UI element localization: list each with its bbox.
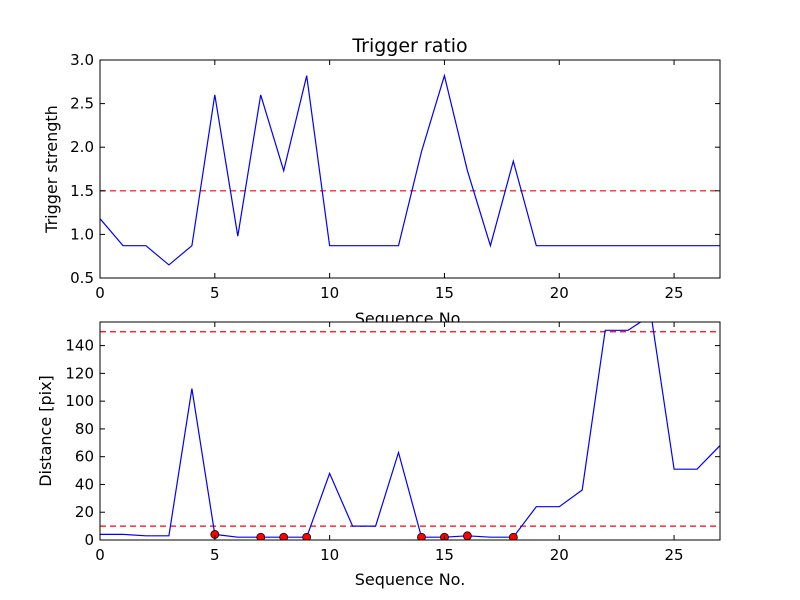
y-tick-label: 40 [75, 475, 94, 493]
y-tick-label: 0 [84, 531, 94, 549]
plot-frame [99, 321, 721, 541]
y-tick-label: 3.0 [70, 51, 94, 69]
series-line [100, 322, 720, 538]
x-tick-label: 15 [435, 284, 454, 302]
data-point-marker [279, 532, 289, 540]
plot-area [100, 322, 720, 540]
y-tick-label: 2.5 [70, 95, 94, 113]
data-point-marker [463, 531, 472, 540]
y-tick-label: 20 [75, 503, 94, 521]
series-line [100, 73, 720, 266]
y-tick-label: 140 [65, 337, 94, 355]
x-tick-label: 10 [320, 546, 339, 564]
x-tick-label: 0 [95, 546, 105, 564]
y-tick-label: 60 [75, 448, 94, 466]
x-tick-label: 10 [320, 284, 339, 302]
distance-chart: 0 5 10 15 20 25 0 20 40 60 80 100 120 140 Sequence No… [36, 321, 721, 589]
y-tick-label: 1.0 [70, 225, 94, 243]
y-axis-label: Distance [pix] [36, 375, 55, 487]
y-tick-label: 2.0 [70, 138, 94, 156]
x-tick-label: 5 [210, 546, 220, 564]
x-tick-label: 25 [665, 546, 684, 564]
x-axis-label: Sequence No. [355, 570, 466, 589]
y-tick-label: 120 [65, 364, 94, 382]
data-point-marker [302, 532, 312, 540]
plot-frame [99, 59, 721, 279]
chart-title: Trigger ratio [351, 35, 467, 57]
x-tick-label: 20 [550, 284, 569, 302]
y-tick-label: 100 [65, 392, 94, 410]
x-tick-label: 5 [210, 284, 220, 302]
x-tick-label: 0 [95, 284, 105, 302]
x-tick-label: 20 [550, 546, 569, 564]
trigger-ratio-chart: Trigger ratio 0 5 10 15 20 25 0.5 1.0 1.5 2.0 2.5 3… [42, 35, 721, 328]
y-tick-label: 80 [75, 420, 94, 438]
x-tick-label: 25 [665, 284, 684, 302]
y-tick-label: 1.5 [70, 182, 94, 200]
data-point-marker [256, 532, 266, 540]
data-point-marker [417, 532, 426, 540]
x-tick-label: 15 [435, 546, 454, 564]
y-tick-label: 0.5 [70, 269, 94, 287]
y-axis-label: Trigger strength [42, 105, 61, 234]
data-point-marker [508, 532, 518, 540]
